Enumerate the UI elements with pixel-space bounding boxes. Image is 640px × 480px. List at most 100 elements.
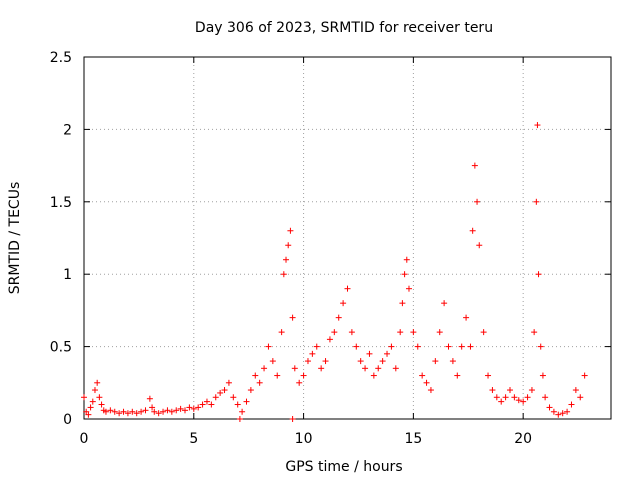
- data-point: [149, 404, 156, 411]
- data-point: [326, 336, 333, 343]
- data-point: [296, 379, 303, 386]
- x-tick-label: 0: [80, 431, 89, 447]
- x-tick-label: 20: [514, 431, 532, 447]
- data-point: [375, 365, 382, 372]
- data-point: [120, 408, 127, 415]
- data-point: [445, 343, 452, 350]
- data-point: [362, 365, 369, 372]
- data-point: [221, 387, 228, 394]
- data-point: [577, 394, 584, 401]
- data-point: [506, 387, 513, 394]
- data-point: [217, 389, 224, 396]
- data-point: [353, 343, 360, 350]
- data-points: [81, 122, 588, 422]
- data-point: [85, 411, 92, 418]
- data-point: [568, 401, 575, 408]
- data-point: [300, 372, 307, 379]
- data-point: [441, 300, 448, 307]
- data-point: [533, 198, 540, 205]
- plot-frame: [83, 56, 612, 420]
- x-tick-label: 5: [189, 431, 198, 447]
- data-point: [285, 242, 292, 249]
- data-point: [182, 407, 189, 414]
- x-axis-label: GPS time / hours: [285, 459, 402, 475]
- data-point: [199, 401, 206, 408]
- data-point: [212, 394, 219, 401]
- data-point: [471, 162, 478, 169]
- data-point: [94, 379, 101, 386]
- data-point: [581, 372, 588, 379]
- data-point: [485, 372, 492, 379]
- data-point: [498, 398, 505, 405]
- data-point: [138, 408, 145, 415]
- y-tick-label: 0.5: [50, 340, 72, 356]
- data-point: [107, 407, 114, 414]
- data-point: [335, 314, 342, 321]
- data-point: [427, 387, 434, 394]
- data-point: [539, 372, 546, 379]
- data-point: [331, 329, 338, 336]
- data-point: [177, 405, 184, 412]
- data-point: [405, 285, 412, 292]
- data-point: [243, 398, 250, 405]
- data-point: [168, 408, 175, 415]
- data-point: [236, 416, 243, 422]
- data-point: [289, 314, 296, 321]
- data-point: [559, 410, 566, 417]
- data-point: [256, 379, 263, 386]
- data-point: [98, 401, 105, 408]
- data-point: [274, 372, 281, 379]
- data-point: [87, 404, 94, 411]
- data-point: [436, 329, 443, 336]
- data-point: [289, 416, 296, 422]
- data-point: [124, 410, 131, 417]
- data-point: [489, 387, 496, 394]
- data-point: [239, 408, 246, 415]
- data-point: [195, 404, 202, 411]
- data-point: [520, 398, 527, 405]
- data-point: [116, 410, 123, 417]
- data-point: [463, 314, 470, 321]
- data-point: [493, 394, 500, 401]
- data-point: [474, 198, 481, 205]
- data-point: [151, 408, 158, 415]
- data-point: [550, 408, 557, 415]
- data-point: [208, 401, 215, 408]
- data-point: [190, 405, 197, 412]
- data-point: [531, 329, 538, 336]
- data-point: [155, 410, 162, 417]
- data-point: [283, 256, 290, 263]
- y-tick-label: 1.5: [50, 195, 72, 211]
- data-point: [419, 372, 426, 379]
- data-point: [546, 404, 553, 411]
- data-point: [344, 285, 351, 292]
- data-point: [370, 372, 377, 379]
- data-point: [291, 365, 298, 372]
- data-point: [96, 394, 103, 401]
- data-point: [304, 358, 311, 365]
- data-point: [247, 387, 254, 394]
- data-point: [313, 343, 320, 350]
- data-point: [186, 404, 193, 411]
- x-tick-label: 15: [404, 431, 422, 447]
- data-point: [379, 358, 386, 365]
- data-point: [524, 394, 531, 401]
- data-point: [502, 394, 509, 401]
- data-point: [432, 358, 439, 365]
- data-point: [414, 343, 421, 350]
- data-point: [449, 358, 456, 365]
- data-point: [564, 408, 571, 415]
- data-point: [142, 407, 149, 414]
- data-point: [89, 398, 96, 405]
- data-point: [309, 350, 316, 357]
- data-point: [454, 372, 461, 379]
- data-point: [384, 350, 391, 357]
- data-point: [480, 329, 487, 336]
- data-point: [511, 394, 518, 401]
- x-tick-label: 10: [295, 431, 313, 447]
- grid: [84, 57, 611, 419]
- chart-title: Day 306 of 2023, SRMTID for receiver ter…: [195, 20, 493, 36]
- data-point: [399, 300, 406, 307]
- data-point: [403, 256, 410, 263]
